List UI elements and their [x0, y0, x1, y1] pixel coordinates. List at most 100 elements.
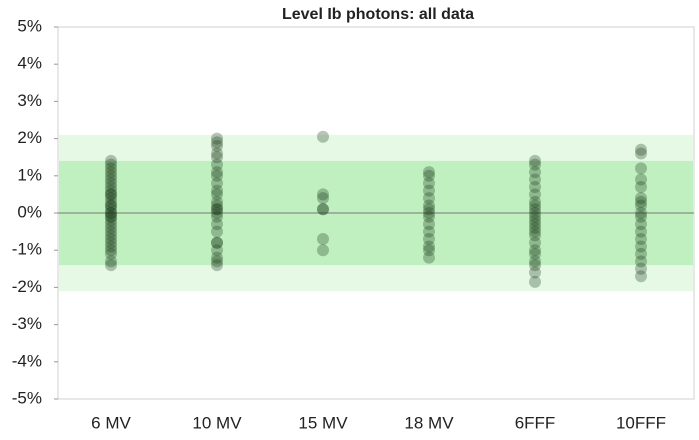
y-tick-label: -1% — [12, 240, 42, 259]
data-point — [529, 203, 541, 216]
data-point — [105, 192, 117, 205]
data-point — [211, 136, 223, 149]
data-point — [317, 203, 329, 216]
data-point — [529, 229, 541, 242]
y-tick-label: -5% — [12, 388, 42, 407]
data-point — [105, 177, 117, 190]
data-point — [105, 255, 117, 268]
data-point — [423, 225, 435, 238]
data-point — [529, 173, 541, 186]
data-point — [635, 173, 647, 186]
data-point — [317, 233, 329, 246]
x-tick-label: 10 MV — [192, 413, 242, 432]
data-point — [529, 275, 541, 288]
data-point — [529, 158, 541, 171]
data-point — [635, 210, 647, 223]
data-point — [529, 166, 541, 179]
data-point — [423, 184, 435, 197]
data-point — [211, 199, 223, 212]
data-point — [211, 166, 223, 179]
x-tick-label: 18 MV — [404, 413, 454, 432]
data-point — [635, 262, 647, 275]
x-tick-label: 6 MV — [91, 413, 131, 432]
data-point — [529, 259, 541, 272]
data-point — [105, 199, 117, 212]
data-point — [423, 203, 435, 216]
data-point — [211, 218, 223, 231]
data-point — [635, 162, 647, 175]
data-point — [105, 188, 117, 201]
data-point — [635, 233, 647, 246]
y-tick-label: 1% — [17, 165, 42, 184]
data-point — [211, 169, 223, 182]
data-point — [105, 158, 117, 171]
data-point — [211, 132, 223, 145]
data-point — [105, 207, 117, 219]
data-point — [635, 192, 647, 205]
data-point — [423, 233, 435, 246]
data-point — [105, 162, 117, 175]
data-point — [105, 154, 117, 167]
data-point — [211, 255, 223, 268]
data-point — [423, 177, 435, 190]
data-point — [423, 169, 435, 182]
data-point — [105, 229, 117, 242]
data-point — [635, 195, 647, 208]
data-point — [423, 244, 435, 257]
data-point — [211, 251, 223, 264]
data-point — [529, 199, 541, 212]
data-point — [105, 184, 117, 197]
data-point — [105, 244, 117, 257]
data-point — [635, 199, 647, 212]
data-point — [635, 147, 647, 160]
data-point — [105, 203, 117, 216]
y-tick-label: -2% — [12, 277, 42, 296]
data-point — [529, 221, 541, 234]
data-point — [423, 240, 435, 253]
data-point — [529, 210, 541, 223]
data-point — [105, 210, 117, 223]
data-point — [211, 210, 223, 223]
data-point — [211, 140, 223, 153]
data-point — [105, 247, 117, 260]
data-point — [105, 221, 117, 234]
data-point — [317, 188, 329, 201]
data-point — [105, 218, 117, 231]
data-point — [529, 236, 541, 249]
data-point — [317, 130, 329, 143]
data-point — [423, 251, 435, 264]
data-point — [529, 218, 541, 231]
data-point — [635, 180, 647, 193]
data-point — [529, 214, 541, 227]
data-point — [529, 207, 541, 219]
data-point — [317, 203, 329, 216]
data-point — [105, 225, 117, 238]
data-point — [635, 143, 647, 156]
data-point — [317, 192, 329, 205]
data-point — [211, 184, 223, 197]
data-point — [211, 203, 223, 216]
data-point — [211, 177, 223, 190]
data-point — [105, 259, 117, 272]
data-point — [529, 255, 541, 268]
data-point — [211, 259, 223, 272]
data-point — [423, 192, 435, 205]
data-point — [105, 169, 117, 182]
data-point — [211, 158, 223, 171]
data-point — [635, 270, 647, 283]
data-point — [105, 173, 117, 186]
data-point — [105, 195, 117, 208]
data-point — [635, 218, 647, 231]
data-point — [529, 154, 541, 167]
data-point — [423, 166, 435, 179]
data-point — [423, 218, 435, 231]
data-point — [635, 255, 647, 268]
y-tick-label: 2% — [17, 128, 42, 147]
data-point — [211, 236, 223, 249]
data-point — [105, 233, 117, 246]
y-tick-label: -4% — [12, 351, 42, 370]
data-point — [423, 210, 435, 223]
data-point — [529, 180, 541, 193]
